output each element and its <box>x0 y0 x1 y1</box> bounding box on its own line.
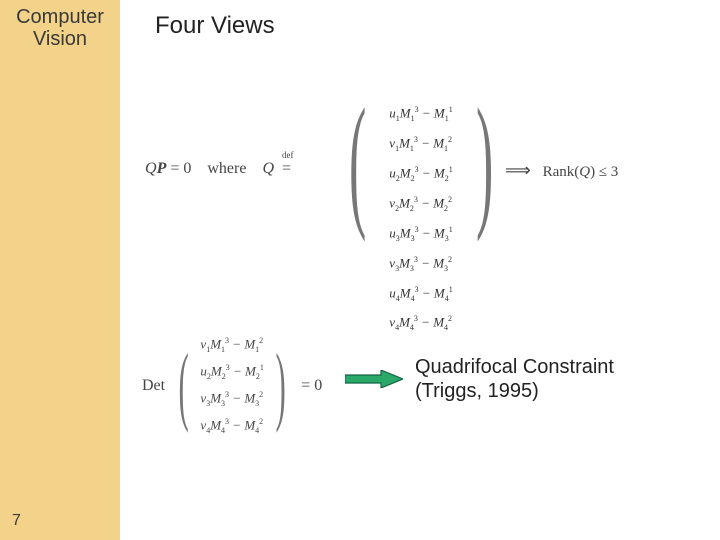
quadrifocal-line1: Quadrifocal Constraint <box>415 356 614 378</box>
matrix-8x1: ( u1M13 − M11 v1M13 − M12 u2M23 − M21 v2… <box>333 95 509 342</box>
sidebar-title-line1: Computer <box>16 6 104 28</box>
matrix8-row3: u2M23 − M21 <box>384 159 457 189</box>
matrix8-rows: u1M13 − M11 v1M13 − M12 u2M23 − M21 v2M2… <box>382 95 459 342</box>
where-label: where <box>207 160 246 178</box>
equation-det: Det ( v1M13 − M12 u2M23 − M21 v3M33 − M3… <box>142 330 322 442</box>
matrix4-row2: u2M23 − M21 <box>200 359 263 386</box>
matrix8-row1: u1M13 − M11 <box>384 99 457 129</box>
quadrifocal-label: Quadrifocal Constraint (Triggs, 1995) <box>415 355 614 403</box>
paren-right-icon: ) <box>476 87 493 334</box>
matrix8-row2: v1M13 − M12 <box>384 129 457 159</box>
implies-icon: ⟹ <box>505 160 539 180</box>
equation-top-left: QP = 0 where Q def = <box>145 160 291 178</box>
matrix4-row1: v1M13 − M12 <box>200 332 263 359</box>
sidebar: Computer Vision 7 <box>0 0 120 540</box>
rank-text: Rank(Q) ≤ 3 <box>543 164 619 180</box>
det-label: Det <box>142 377 165 395</box>
q-def: Q def = <box>262 160 291 178</box>
matrix8-row6: v3M33 − M32 <box>384 249 457 279</box>
paren4-right-icon: ) <box>275 342 285 430</box>
sidebar-title-line2: Vision <box>33 28 87 50</box>
matrix4-row4: v4M43 − M42 <box>200 413 263 440</box>
rank-result: ⟹ Rank(Q) ≤ 3 <box>505 160 618 181</box>
matrix8-row7: u4M43 − M41 <box>384 279 457 309</box>
quadrifocal-line2: (Triggs, 1995) <box>415 380 539 402</box>
paren4-left-icon: ( <box>179 342 189 430</box>
equals-zero: = 0 <box>301 377 322 395</box>
sidebar-title: Computer Vision <box>0 6 120 50</box>
page-number: 7 <box>12 512 21 530</box>
matrix8-row8: v4M43 − M42 <box>384 308 457 338</box>
matrix8-row4: v2M23 − M22 <box>384 189 457 219</box>
arrow-right-icon <box>345 370 403 388</box>
paren-left-icon: ( <box>349 87 366 334</box>
matrix4-rows: v1M13 − M12 u2M23 − M21 v3M33 − M32 v4M4… <box>198 330 265 442</box>
qp-equals-zero: QP = 0 <box>145 160 191 178</box>
matrix8-row5: u3M33 − M31 <box>384 219 457 249</box>
slide-title: Four Views <box>155 12 275 40</box>
matrix4-row3: v3M33 − M32 <box>200 386 263 413</box>
